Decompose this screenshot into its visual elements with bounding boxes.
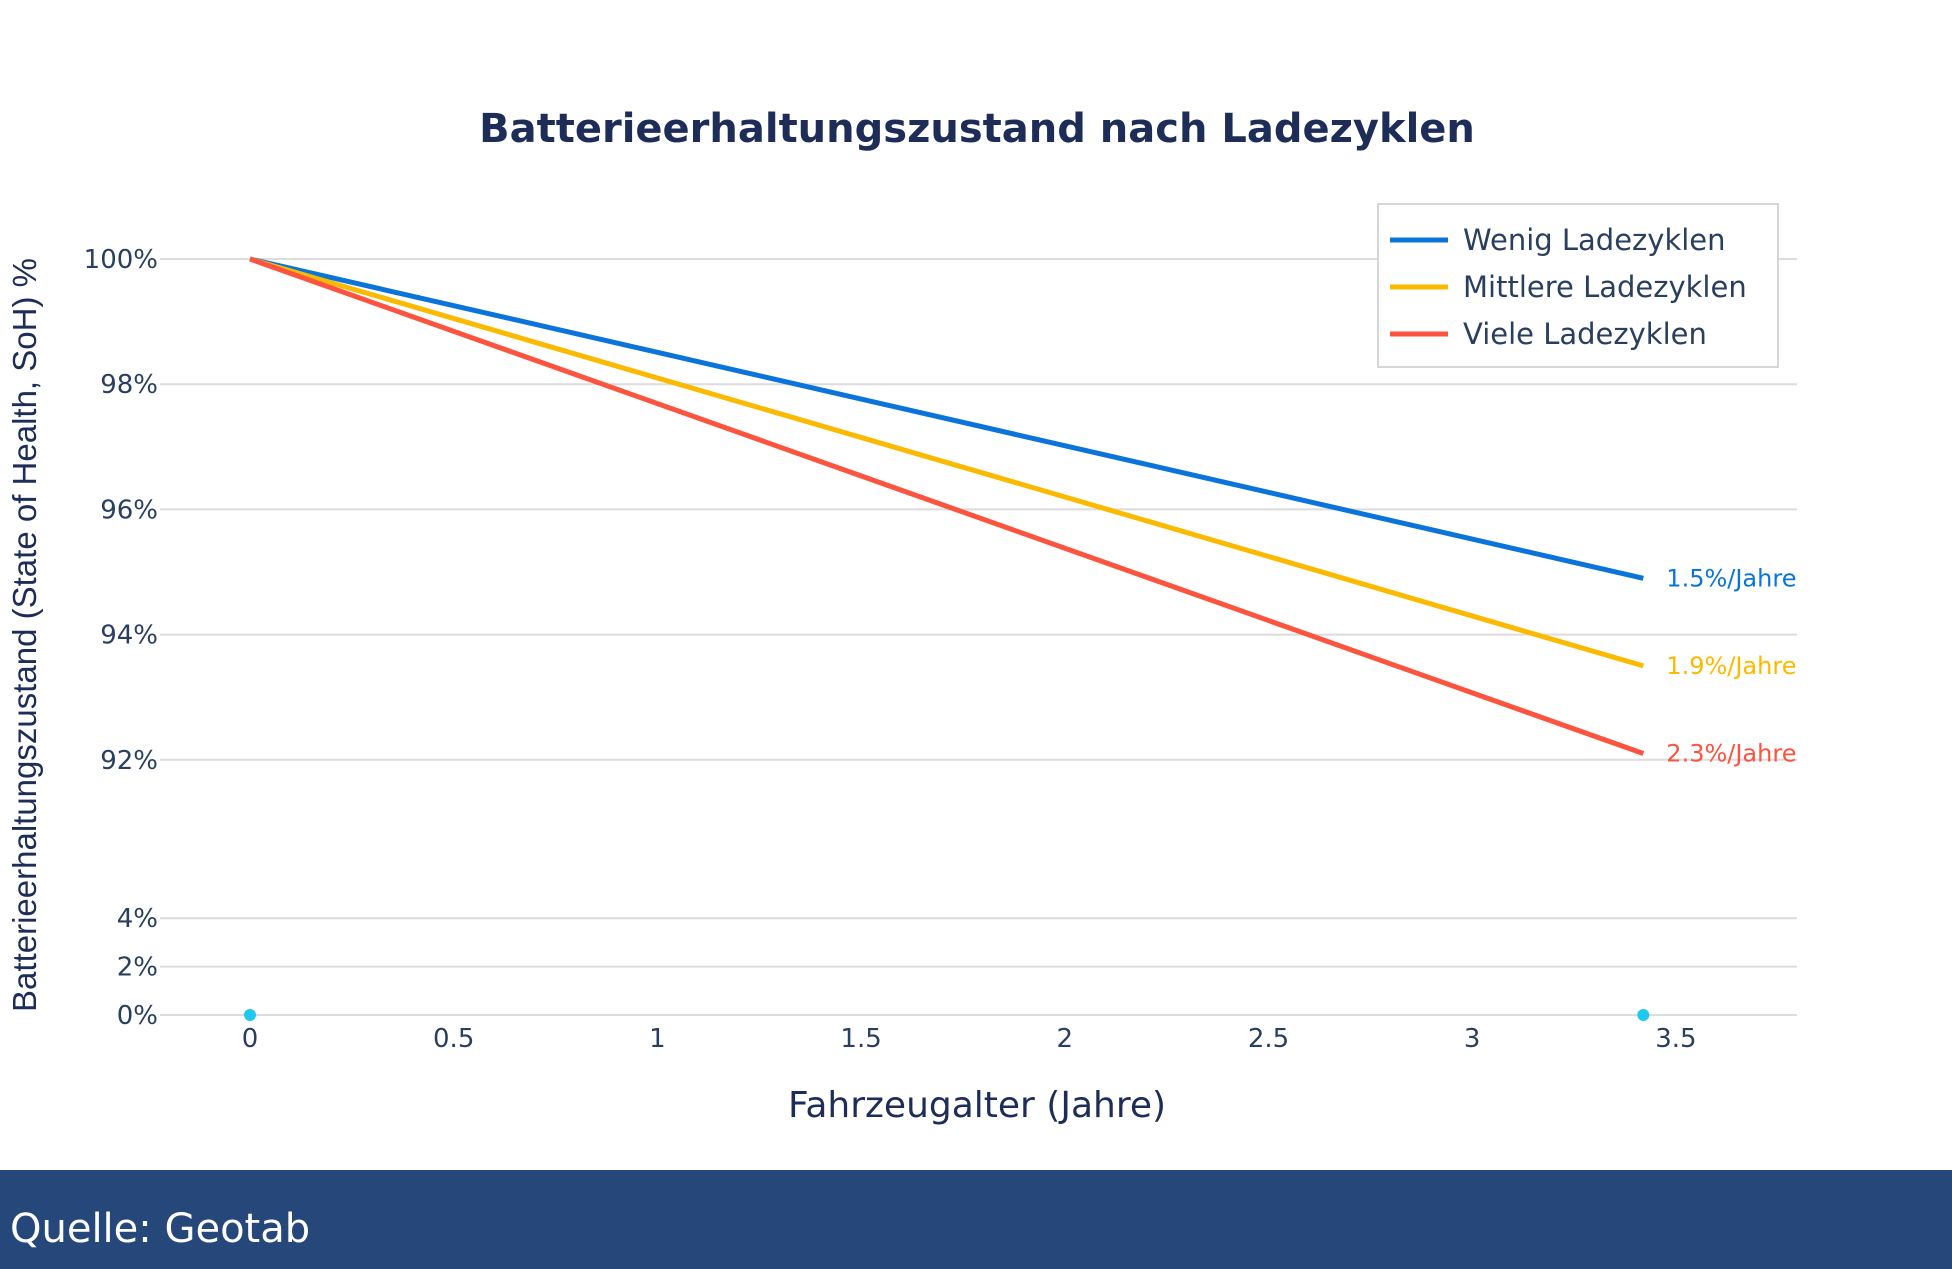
x-tick-label: 1: [649, 1024, 666, 1054]
series-annotation: 2.3%/Jahre: [1666, 740, 1796, 768]
x-tick-label: 3: [1464, 1024, 1481, 1054]
y-tick-label: 98%: [100, 370, 158, 400]
marker-point: [1637, 1009, 1650, 1021]
y-tick-label: 0%: [117, 1001, 158, 1031]
x-axis-ticks: 0 0.5 1 1.5 2 2.5 3 3.5: [242, 1024, 1697, 1054]
series-annotation: 1.5%/Jahre: [1666, 564, 1796, 592]
series-line: [249, 256, 1644, 581]
legend: Wenig Ladezyklen Mittlere Ladezyklen Viele…: [1377, 203, 1779, 368]
grid: [160, 258, 1797, 1016]
legend-label: Mittlere Ladezyklen: [1463, 270, 1747, 304]
x-tick-label: 2: [1057, 1024, 1074, 1054]
y-tick-label: 92%: [100, 746, 158, 776]
y-tick-label: 96%: [100, 495, 158, 525]
chart-title: Batterieerhaltungszustand nach Ladezykle…: [479, 106, 1475, 152]
y-tick-label: 4%: [117, 904, 158, 934]
series-line: [249, 256, 1645, 669]
marker-point: [244, 1009, 256, 1021]
y-axis-ticks: 100% 98% 96% 94% 92% 4% 2% 0%: [84, 245, 158, 1031]
legend-label: Wenig Ladezyklen: [1463, 223, 1726, 257]
y-tick-label: 94%: [100, 621, 158, 651]
x-tick-label: 0.5: [433, 1024, 474, 1054]
series-group: 1.5%/Jahre 1.9%/Jahre 2.3%/Jahre: [244, 256, 1796, 1021]
x-tick-label: 3.5: [1655, 1024, 1696, 1054]
y-axis-label: Batterieerhaltungszustand (State of Heal…: [6, 258, 43, 1012]
x-axis-label: Fahrzeugalter (Jahre): [788, 1085, 1166, 1126]
footer-bar: Quelle: Geotab: [0, 1170, 1952, 1269]
y-tick-label: 2%: [117, 953, 158, 983]
x-tick-label: 2.5: [1248, 1024, 1289, 1054]
y-tick-label: 100%: [84, 245, 158, 275]
x-tick-label: 1.5: [840, 1024, 881, 1054]
series-line: [249, 256, 1645, 756]
x-tick-label: 0: [242, 1024, 259, 1054]
source-label: Quelle: Geotab: [10, 1206, 311, 1252]
legend-label: Viele Ladezyklen: [1463, 317, 1707, 351]
series-annotation: 1.9%/Jahre: [1666, 652, 1796, 680]
